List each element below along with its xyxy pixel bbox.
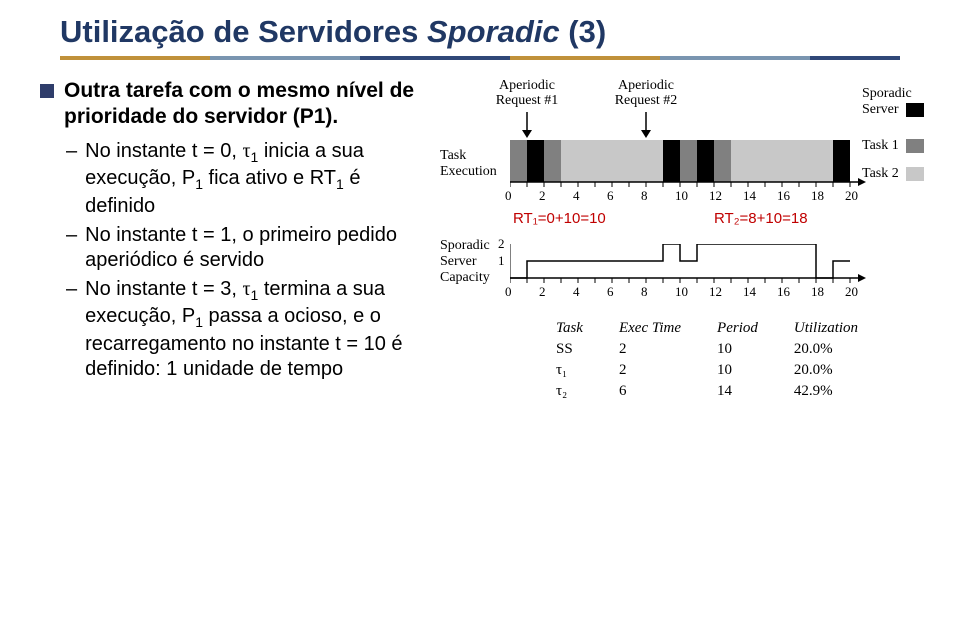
title-italic: Sporadic bbox=[427, 14, 560, 49]
capacity-axis-tick: 20 bbox=[845, 284, 858, 300]
sub-item-2: No instante t = 1, o primeiro pedido ape… bbox=[85, 223, 420, 273]
title-prefix: Utilização de Servidores bbox=[60, 14, 427, 49]
table-cell: τ₁ bbox=[538, 360, 601, 381]
table-cell: 6 bbox=[601, 381, 699, 402]
exec-axis-tick: 12 bbox=[709, 188, 722, 204]
table-row: SS21020.0% bbox=[538, 339, 876, 360]
exec-axis-tick: 2 bbox=[539, 188, 546, 204]
table-cell: 10 bbox=[699, 360, 776, 381]
aperiodic-request-label-1: AperiodicRequest #1 bbox=[495, 78, 559, 109]
capacity-axis-tick: 18 bbox=[811, 284, 824, 300]
rt2-label: RT₂=8+10=18 bbox=[714, 210, 808, 227]
capacity-axis-tick: 10 bbox=[675, 284, 688, 300]
capacity-axis-tick: 6 bbox=[607, 284, 614, 300]
table-cell: τ₂ bbox=[538, 381, 601, 402]
exec-axis-tick: 14 bbox=[743, 188, 756, 204]
capacity-axis-tick: 16 bbox=[777, 284, 790, 300]
exec-axis-tick: 4 bbox=[573, 188, 580, 204]
table-cell: 10 bbox=[699, 339, 776, 360]
bullet-square-icon bbox=[40, 84, 54, 98]
title-suffix: (3) bbox=[560, 14, 607, 49]
capacity-axis-tick: 4 bbox=[573, 284, 580, 300]
exec-axis-tick: 20 bbox=[845, 188, 858, 204]
legend-sporadic-server: SporadicServer bbox=[862, 86, 942, 118]
title-underline bbox=[60, 56, 900, 60]
capacity-ytick: 1 bbox=[498, 253, 505, 269]
exec-axis-tick: 0 bbox=[505, 188, 512, 204]
arrow-down-icon bbox=[521, 112, 533, 138]
table-header: Period bbox=[699, 318, 776, 339]
capacity-label: SporadicServerCapacity bbox=[440, 238, 502, 286]
exec-axis-tick: 10 bbox=[675, 188, 688, 204]
exec-axis-tick: 6 bbox=[607, 188, 614, 204]
capacity-axis-tick: 14 bbox=[743, 284, 756, 300]
table-cell: 2 bbox=[601, 339, 699, 360]
exec-axis-tick: 18 bbox=[811, 188, 824, 204]
rt1-label: RT₁=0+10=10 bbox=[513, 210, 606, 227]
table-row: τ₂61442.9% bbox=[538, 381, 876, 402]
bullet-main-text: Outra tarefa com o mesmo nível de priori… bbox=[64, 78, 420, 131]
table-row: τ₁21020.0% bbox=[538, 360, 876, 381]
utilization-table: TaskExec TimePeriodUtilizationSS21020.0%… bbox=[538, 318, 876, 402]
capacity-axis-tick: 12 bbox=[709, 284, 722, 300]
legend-task1: Task 1 bbox=[862, 138, 942, 154]
arrow-down-icon bbox=[640, 112, 652, 138]
table-header: Utilization bbox=[776, 318, 876, 339]
exec-axis-tick: 16 bbox=[777, 188, 790, 204]
legend-task2: Task 2 bbox=[862, 166, 942, 182]
table-cell: 2 bbox=[601, 360, 699, 381]
capacity-axis-tick: 0 bbox=[505, 284, 512, 300]
chart-panel: AperiodicRequest #1 AperiodicRequest #2 Sp… bbox=[440, 78, 940, 386]
table-header: Task bbox=[538, 318, 601, 339]
exec-axis-tick: 8 bbox=[641, 188, 648, 204]
slide-title: Utilização de Servidores Sporadic (3) bbox=[0, 0, 960, 56]
dash-icon: – bbox=[66, 223, 77, 273]
table-cell: 14 bbox=[699, 381, 776, 402]
aperiodic-request-label-2: AperiodicRequest #2 bbox=[614, 78, 678, 109]
table-cell: 20.0% bbox=[776, 339, 876, 360]
capacity-axis-tick: 2 bbox=[539, 284, 546, 300]
table-cell: 20.0% bbox=[776, 360, 876, 381]
table-header: Exec Time bbox=[601, 318, 699, 339]
bullet-list: Outra tarefa com o mesmo nível de priori… bbox=[40, 78, 420, 386]
sub-item-3: No instante t = 3, τ1 termina a sua exec… bbox=[85, 277, 420, 382]
sub-item-1: No instante t = 0, τ1 inicia a sua execu… bbox=[85, 139, 420, 219]
table-cell: SS bbox=[538, 339, 601, 360]
capacity-axis-tick: 8 bbox=[641, 284, 648, 300]
table-cell: 42.9% bbox=[776, 381, 876, 402]
dash-icon: – bbox=[66, 139, 77, 219]
dash-icon: – bbox=[66, 277, 77, 382]
capacity-ytick: 2 bbox=[498, 236, 505, 252]
task-execution-label: TaskExecution bbox=[440, 148, 502, 180]
